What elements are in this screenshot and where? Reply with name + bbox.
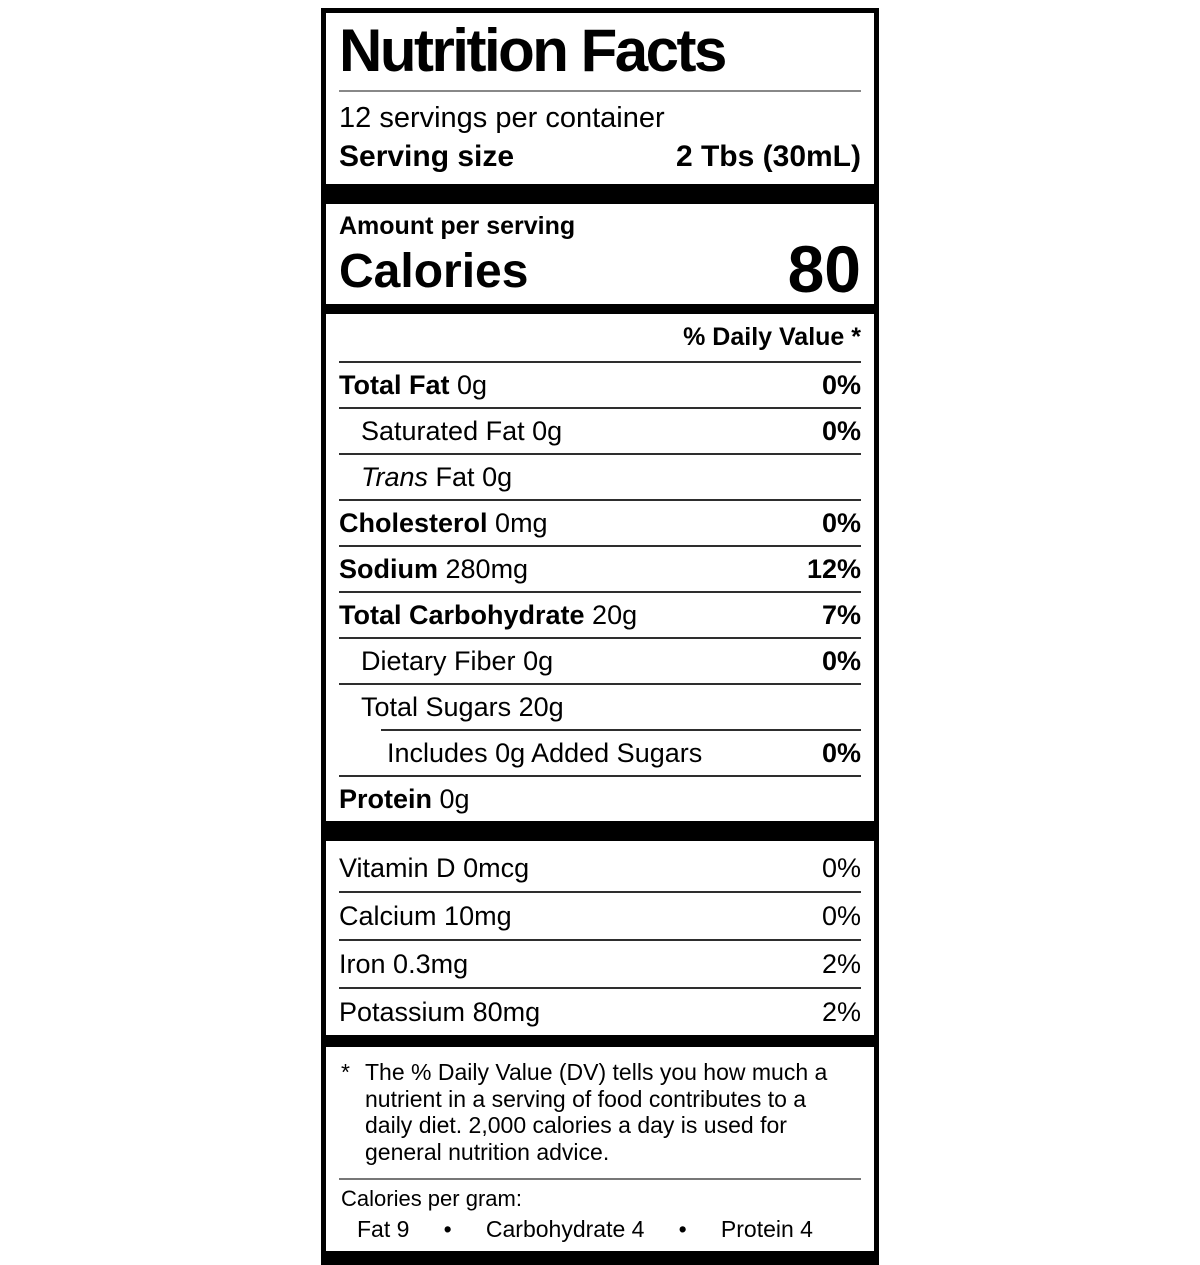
nutrient-dv: 0% — [821, 737, 861, 768]
vitamin-value: 0mcg — [463, 853, 530, 883]
nutrient-name: Total Carbohydrate — [339, 599, 585, 630]
cpg-carbohydrate: Carbohydrate 4 — [485, 1215, 645, 1242]
nutrient-name-italic: Trans — [361, 461, 429, 492]
nutrient-value: 0g — [457, 369, 488, 400]
vitamin-name: Vitamin D — [339, 853, 456, 883]
nutrient-row-protein: Protein 0g — [339, 774, 861, 821]
nutrient-row-total-fat: Total Fat 0g 0% — [339, 360, 861, 407]
calories-per-gram-divider — [339, 1177, 861, 1180]
vitamin-name: Potassium — [339, 997, 466, 1027]
title-divider — [339, 90, 861, 93]
bullet-separator: • — [443, 1215, 452, 1242]
nutrient-value: 0g — [532, 415, 563, 446]
nutrient-row-total-carbohydrate: Total Carbohydrate 20g 7% — [339, 590, 861, 637]
nutrient-value: 20g — [592, 599, 638, 630]
bullet-separator: • — [678, 1215, 687, 1242]
cpg-protein: Protein 4 — [720, 1215, 813, 1242]
nutrient-row-cholesterol: Cholesterol 0mg 0% — [339, 498, 861, 545]
nutrient-row-added-sugars: Includes 0g Added Sugars 0% — [381, 728, 861, 775]
nutrient-name: Fat — [435, 461, 475, 492]
vitamin-row-calcium: Calcium 10mg 0% — [339, 891, 861, 939]
nutrient-row-dietary-fiber: Dietary Fiber 0g 0% — [339, 636, 861, 683]
vitamin-row-iron: Iron 0.3mg 2% — [339, 939, 861, 987]
nutrient-value: 0g — [439, 783, 470, 814]
label-title: Nutrition Facts — [339, 17, 727, 84]
nutrient-value: 20g — [518, 691, 564, 722]
calories-per-gram-items: Fat 9 • Carbohydrate 4 • Protein 4 — [339, 1214, 861, 1245]
serving-size-label: Serving size — [339, 140, 515, 174]
vitamin-value: 80mg — [472, 997, 541, 1027]
nutrient-dv: 0% — [821, 645, 861, 676]
calories-per-gram-label: Calories per gram: — [341, 1185, 522, 1211]
vitamin-dv: 0% — [821, 901, 861, 931]
nutrient-name: Includes 0g Added Sugars — [387, 737, 703, 768]
vitamin-value: 0.3mg — [393, 949, 469, 979]
nutrient-dv: 0% — [821, 507, 861, 538]
footnote-text: The % Daily Value (DV) tells you how muc… — [365, 1059, 828, 1166]
nutrient-name: Dietary Fiber — [361, 645, 516, 676]
nutrient-row-total-sugars: Total Sugars 20g — [339, 682, 861, 729]
vitamin-row-vitamin-d: Vitamin D 0mcg 0% — [339, 845, 861, 891]
nutrient-name: Cholesterol — [339, 507, 488, 538]
vitamin-name: Calcium — [339, 901, 437, 931]
daily-value-header: % Daily Value * — [683, 322, 861, 351]
servings-per-container: 12 servings per container — [339, 102, 665, 135]
calories-label: Calories — [339, 245, 529, 299]
nutrient-name: Protein — [339, 783, 433, 814]
nutrient-row-trans-fat: Trans Fat 0g — [339, 452, 861, 499]
serving-size-row: Serving size 2 Tbs (30mL) — [339, 140, 861, 184]
nutrient-value: 280mg — [445, 553, 529, 584]
amount-per-serving-label: Amount per serving — [339, 212, 576, 241]
nutrient-dv: 0% — [821, 369, 861, 400]
nutrient-row-sodium: Sodium 280mg 12% — [339, 544, 861, 591]
calories-row: Calories 80 — [339, 232, 861, 307]
nutrient-name: Sodium — [339, 553, 438, 584]
vitamin-dv: 2% — [821, 949, 861, 979]
vitamin-dv: 0% — [821, 853, 861, 883]
nutrient-value: 0g — [523, 645, 554, 676]
nutrient-name: Total Fat — [339, 369, 450, 400]
thick-separator-bar — [326, 184, 874, 205]
cpg-fat: Fat 9 — [357, 1215, 410, 1242]
vitamin-name: Iron — [339, 949, 386, 979]
nutrient-row-saturated-fat: Saturated Fat 0g 0% — [339, 406, 861, 453]
vitamin-value: 10mg — [444, 901, 512, 931]
medium-separator-bar — [326, 303, 874, 314]
nutrient-dv: 0% — [821, 415, 861, 446]
nutrition-facts-label: Nutrition Facts 12 servings per containe… — [321, 8, 879, 1265]
serving-size-value: 2 Tbs (30mL) — [675, 140, 861, 174]
thick-separator-bar — [326, 821, 874, 841]
nutrient-value: 0mg — [495, 507, 548, 538]
nutrient-name: Total Sugars — [361, 691, 512, 722]
nutrient-name: Saturated Fat — [361, 415, 525, 446]
medium-separator-bar — [326, 1035, 874, 1047]
nutrient-dv: 7% — [821, 599, 861, 630]
nutrient-value: 0g — [482, 461, 513, 492]
footnote-asterisk: * — [341, 1059, 350, 1085]
daily-value-footnote: * The % Daily Value (DV) tells you how m… — [339, 1047, 861, 1176]
calories-value: 80 — [787, 232, 861, 307]
nutrient-dv: 12% — [806, 553, 861, 584]
vitamin-row-potassium: Potassium 80mg 2% — [339, 987, 861, 1035]
vitamin-dv: 2% — [821, 997, 861, 1027]
